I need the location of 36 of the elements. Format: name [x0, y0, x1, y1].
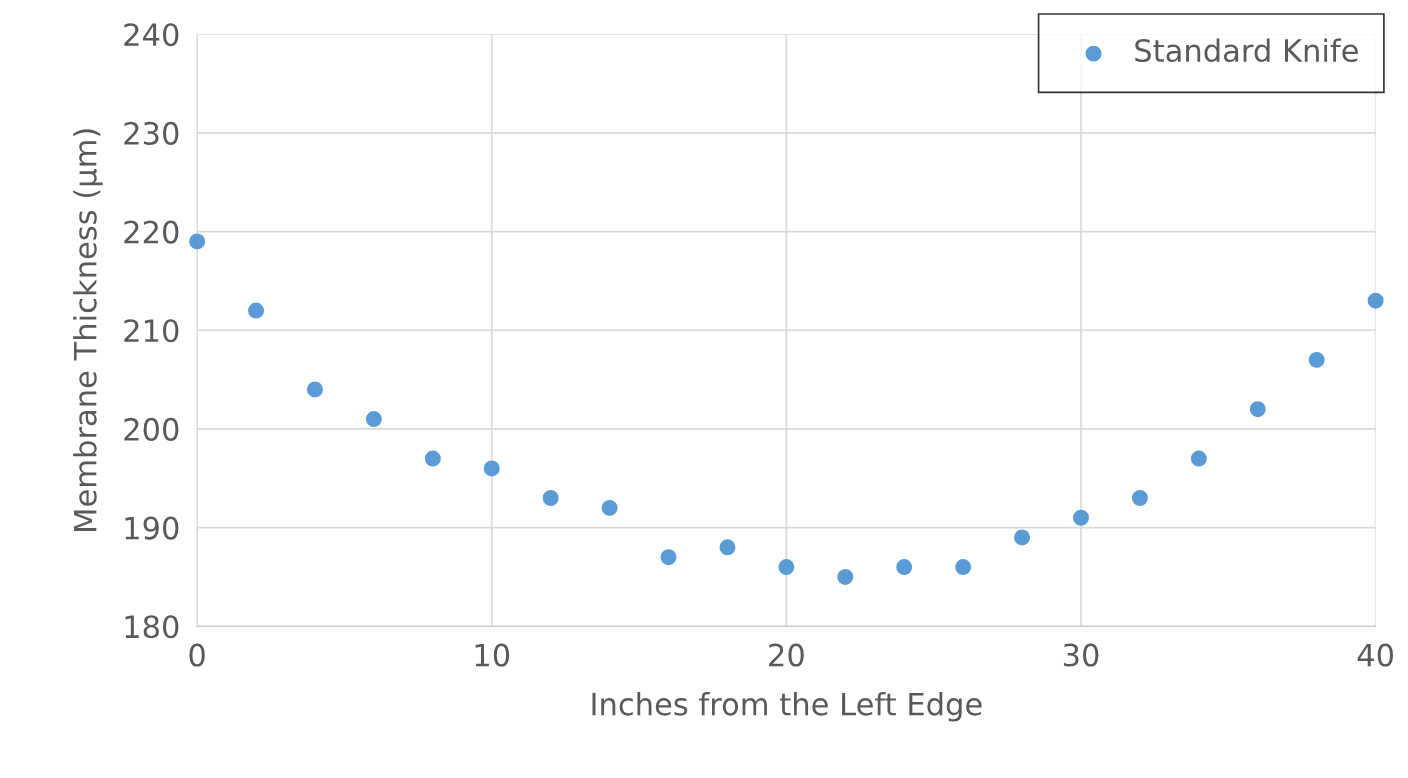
point	[365, 411, 382, 428]
point	[719, 539, 736, 556]
point	[306, 381, 323, 398]
y-tick-label: 190	[125, 516, 179, 540]
point	[955, 559, 972, 576]
y-axis-title: Membrane Thickness (µm)	[73, 129, 103, 531]
point	[1308, 351, 1325, 368]
point	[601, 499, 618, 516]
point	[424, 450, 441, 467]
point	[1190, 450, 1207, 467]
x-tick-label: 40	[1357, 643, 1394, 667]
y-tick-label: 220	[124, 220, 179, 244]
point	[1249, 401, 1266, 418]
point	[837, 568, 854, 585]
point	[1367, 292, 1384, 309]
x-tick-label: 10	[475, 643, 510, 667]
point	[1073, 509, 1089, 526]
y-tick-label: 180	[125, 615, 179, 639]
x-tick-label: 0	[189, 643, 205, 667]
point	[483, 460, 500, 477]
point	[542, 490, 559, 506]
legend-label: Standard Knife	[1135, 38, 1358, 63]
point	[189, 233, 206, 250]
point	[1131, 490, 1148, 506]
x-tick-label: 20	[769, 643, 804, 667]
point	[1014, 529, 1031, 546]
point	[248, 302, 265, 319]
point	[896, 559, 913, 576]
y-tick-label: 240	[124, 23, 179, 47]
point	[660, 549, 677, 566]
y-tick-label: 200	[124, 417, 179, 441]
x-axis-title: Inches from the Left Edge	[592, 691, 982, 722]
y-tick-label: 210	[124, 319, 179, 343]
point	[778, 559, 795, 576]
y-tick-label: 230	[124, 121, 179, 145]
x-tick-label: 30	[1063, 643, 1099, 667]
